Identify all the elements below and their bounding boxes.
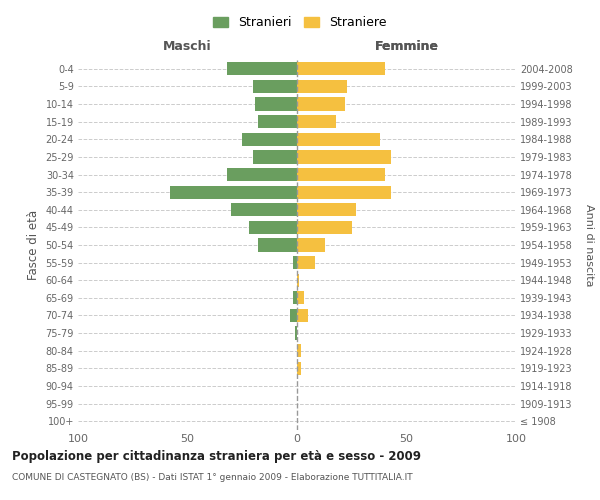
- Bar: [227, 168, 297, 181]
- Bar: [297, 186, 391, 198]
- Bar: [257, 238, 297, 252]
- Bar: [242, 132, 297, 146]
- Bar: [293, 256, 297, 269]
- Bar: [253, 150, 297, 164]
- Bar: [297, 256, 314, 269]
- Bar: [297, 62, 385, 76]
- Text: COMUNE DI CASTEGNATO (BS) - Dati ISTAT 1° gennaio 2009 - Elaborazione TUTTITALIA: COMUNE DI CASTEGNATO (BS) - Dati ISTAT 1…: [12, 472, 413, 482]
- Bar: [256, 98, 297, 110]
- Bar: [170, 186, 297, 198]
- Bar: [295, 326, 297, 340]
- Bar: [297, 274, 299, 287]
- Bar: [297, 291, 304, 304]
- Bar: [297, 221, 352, 234]
- Bar: [249, 221, 297, 234]
- Bar: [297, 238, 325, 252]
- Y-axis label: Anni di nascita: Anni di nascita: [584, 204, 594, 286]
- Text: Maschi: Maschi: [163, 40, 212, 52]
- Bar: [232, 203, 297, 216]
- Bar: [257, 115, 297, 128]
- Text: Femmine: Femmine: [374, 40, 439, 52]
- Bar: [253, 80, 297, 93]
- Bar: [297, 80, 347, 93]
- Bar: [297, 309, 308, 322]
- Bar: [297, 362, 301, 375]
- Y-axis label: Fasce di età: Fasce di età: [27, 210, 40, 280]
- Bar: [297, 132, 380, 146]
- Bar: [293, 291, 297, 304]
- Legend: Stranieri, Straniere: Stranieri, Straniere: [208, 11, 392, 34]
- Text: Femmine: Femmine: [374, 40, 439, 52]
- Bar: [297, 203, 356, 216]
- Bar: [297, 344, 301, 358]
- Text: Popolazione per cittadinanza straniera per età e sesso - 2009: Popolazione per cittadinanza straniera p…: [12, 450, 421, 463]
- Bar: [297, 115, 337, 128]
- Bar: [297, 98, 345, 110]
- Bar: [297, 150, 391, 164]
- Bar: [297, 168, 385, 181]
- Bar: [227, 62, 297, 76]
- Bar: [290, 309, 297, 322]
